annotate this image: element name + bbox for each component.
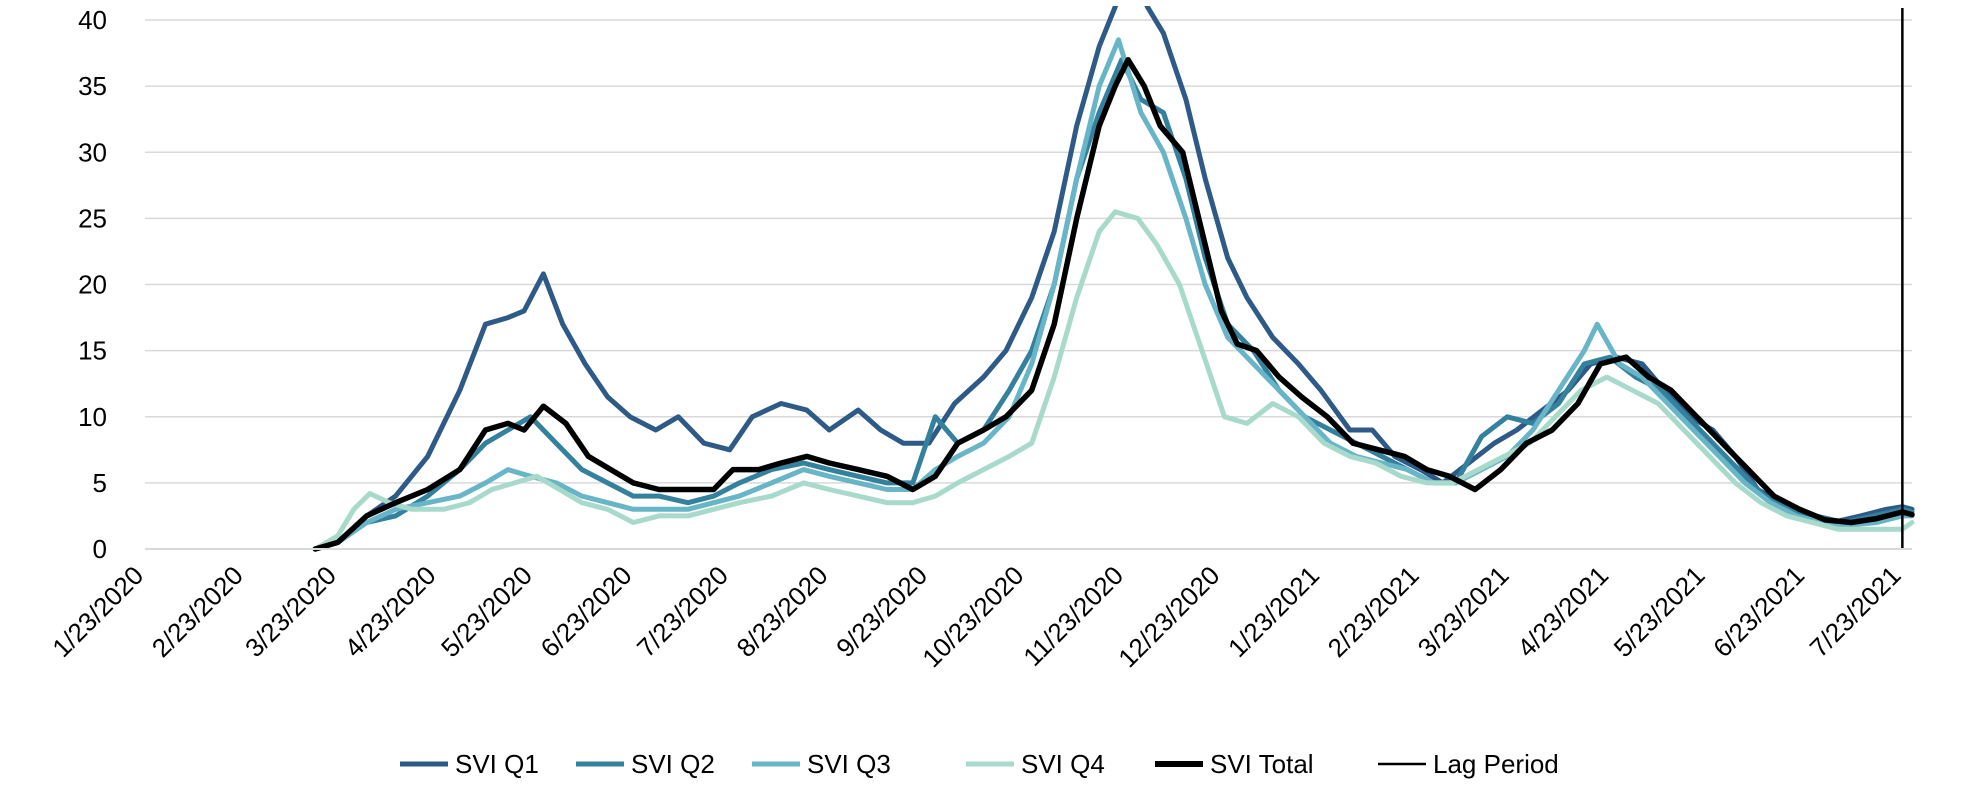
x-tick-label: 3/23/2021 bbox=[1412, 560, 1515, 663]
y-axis: 0 5 10 15 20 25 30 35 40 bbox=[78, 5, 107, 564]
legend-label-svi-total: SVI Total bbox=[1210, 749, 1314, 779]
x-tick-label: 1/23/2020 bbox=[46, 560, 149, 663]
x-tick-label: 8/23/2020 bbox=[731, 560, 834, 663]
x-tick-label: 6/23/2020 bbox=[535, 560, 638, 663]
legend: SVI Q1 SVI Q2 SVI Q3 SVI Q4 SVI Total Lag Per… bbox=[400, 749, 1559, 779]
legend-label-svi-q1: SVI Q1 bbox=[455, 749, 539, 779]
series-layer bbox=[312, 6, 1915, 552]
x-tick-label: 11/23/2020 bbox=[1017, 560, 1129, 672]
legend-label-svi-q2: SVI Q2 bbox=[631, 749, 715, 779]
y-tick-label: 40 bbox=[78, 5, 107, 35]
legend-label-lag-period: Lag Period bbox=[1433, 749, 1559, 779]
x-tick-label: 2/23/2020 bbox=[146, 560, 249, 663]
legend-label-svi-q3: SVI Q3 bbox=[807, 749, 891, 779]
y-tick-label: 35 bbox=[78, 71, 107, 101]
y-tick-label: 5 bbox=[93, 468, 107, 498]
legend-label-svi-q4: SVI Q4 bbox=[1021, 749, 1105, 779]
y-tick-label: 15 bbox=[78, 336, 107, 366]
x-tick-label: 7/23/2020 bbox=[631, 560, 734, 663]
x-tick-label: 4/23/2021 bbox=[1511, 560, 1614, 663]
x-tick-label: 5/23/2021 bbox=[1608, 560, 1711, 663]
x-tick-label: 10/23/2020 bbox=[916, 560, 1029, 673]
x-tick-label: 5/23/2020 bbox=[435, 560, 538, 663]
y-tick-label: 25 bbox=[78, 203, 107, 233]
x-axis: 1/23/20202/23/20203/23/20204/23/20205/23… bbox=[46, 548, 1912, 673]
x-tick-label: 3/23/2020 bbox=[239, 560, 342, 663]
y-tick-label: 0 bbox=[93, 534, 107, 564]
x-tick-label: 1/23/2021 bbox=[1222, 560, 1325, 663]
y-tick-label: 10 bbox=[78, 402, 107, 432]
series-line-svi-q3 bbox=[312, 37, 1915, 552]
x-tick-label: 6/23/2021 bbox=[1707, 560, 1810, 663]
series-line-svi-total bbox=[312, 56, 1915, 552]
x-tick-label: 4/23/2020 bbox=[339, 560, 442, 663]
grid-lines bbox=[145, 19, 1912, 484]
y-tick-label: 20 bbox=[78, 270, 107, 300]
series-line-svi-q4 bbox=[312, 209, 1915, 552]
x-tick-label: 9/23/2020 bbox=[830, 560, 933, 663]
x-tick-label: 7/23/2021 bbox=[1804, 560, 1907, 663]
x-tick-label: 2/23/2021 bbox=[1322, 560, 1425, 663]
y-tick-label: 30 bbox=[78, 137, 107, 167]
x-tick-label: 12/23/2020 bbox=[1112, 560, 1225, 673]
